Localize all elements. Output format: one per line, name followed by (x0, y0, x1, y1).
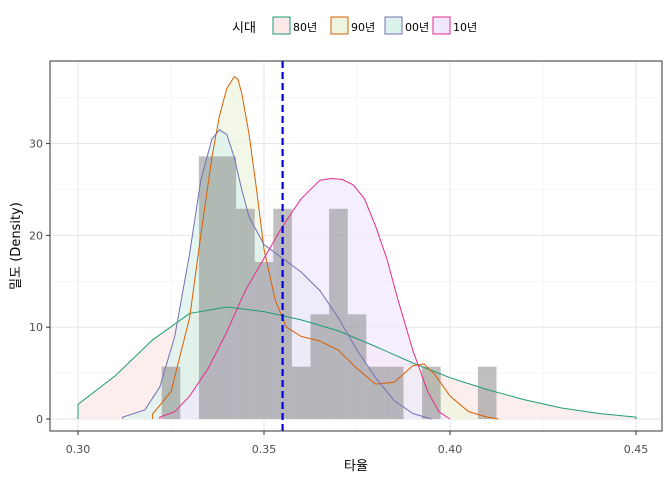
x-tick-label: 0.45 (624, 443, 649, 456)
histogram-bar (310, 314, 330, 419)
y-tick-label: 30 (29, 138, 43, 151)
histogram-bar (329, 208, 348, 419)
x-axis-title: 타율 (344, 459, 368, 474)
histogram-bar (477, 366, 497, 419)
y-axis-ticks: 0 10 20 30 (29, 138, 50, 426)
density-line-0 (77, 306, 637, 419)
y-axis-title: 밀도 (Density) (9, 202, 24, 290)
density-line-1 (151, 75, 499, 420)
histogram-bar (236, 208, 255, 419)
legend-key-2 (384, 16, 403, 35)
x-tick-label: 0.30 (66, 443, 91, 456)
density-line-2 (122, 129, 432, 420)
density-line-3 (159, 177, 451, 420)
legend-label: 80년 (293, 21, 317, 34)
histogram-bar (422, 366, 441, 419)
x-tick-label: 0.35 (252, 443, 277, 456)
legend-key-1 (330, 16, 349, 35)
legend-label: 10년 (453, 21, 477, 34)
x-axis-ticks: 0.30 0.35 0.40 0.45 (66, 431, 649, 456)
legend-title: 시대 (232, 21, 256, 36)
histogram-bar (198, 156, 218, 419)
density-lines (77, 75, 637, 420)
histogram-bar (347, 314, 367, 419)
legend-label: 90년 (351, 21, 375, 34)
y-tick-label: 0 (36, 413, 43, 426)
legend-key-3 (432, 16, 451, 35)
histogram-bar (366, 366, 385, 419)
histogram-bar (384, 366, 404, 419)
histogram-bar (254, 262, 274, 419)
plot-panel-border (49, 60, 663, 432)
legend: 시대 80년 90년 00년 10년 (232, 16, 477, 36)
y-tick-label: 20 (29, 229, 43, 242)
histogram-bars (161, 156, 497, 419)
histogram-bar (161, 366, 181, 419)
histogram-bar (291, 366, 311, 419)
histogram-bar (217, 156, 237, 419)
x-tick-label: 0.40 (438, 443, 463, 456)
legend-key-0 (272, 16, 291, 35)
y-tick-label: 10 (29, 321, 43, 334)
legend-label: 00년 (405, 21, 429, 34)
